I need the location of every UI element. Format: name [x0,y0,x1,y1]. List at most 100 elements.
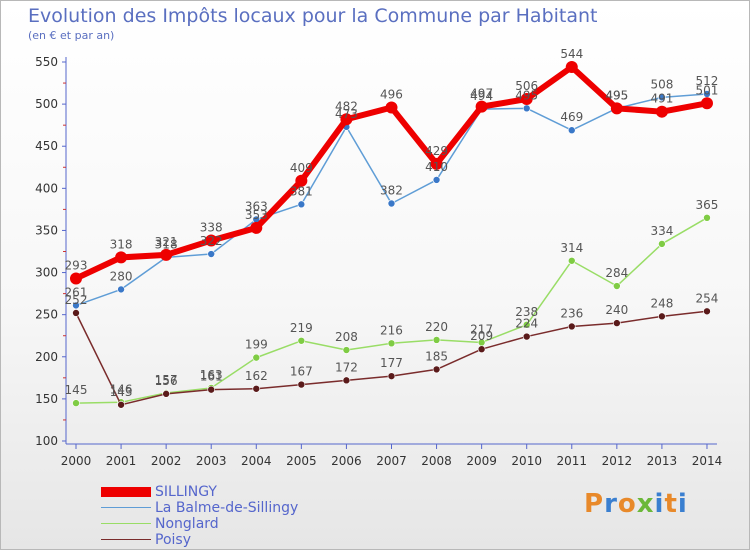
point-sillingy-2012 [610,102,623,115]
data-label-poisy-2000: 252 [65,293,88,307]
data-label-sillingy-2009: 497 [470,87,493,101]
legend-label-poisy: Poisy [155,532,191,548]
data-label-sillingy-2007: 496 [380,87,403,101]
data-label-la-balme-de-sillingy-2008: 410 [425,160,448,174]
y-tick-label-400: 400 [35,181,58,195]
data-label-sillingy-2000: 293 [65,258,88,272]
x-tick-label-2008: 2008 [421,454,452,468]
data-label-nonglard-2006: 208 [335,330,358,344]
data-label-la-balme-de-sillingy-2009: 494 [470,89,493,103]
data-label-la-balme-de-sillingy-2003: 322 [200,234,223,248]
data-label-la-balme-de-sillingy-2005: 381 [290,184,313,198]
data-label-nonglard-2008: 220 [425,320,448,334]
point-poisy-2008 [432,365,441,374]
point-poisy-2005 [297,380,306,389]
data-label-poisy-2006: 172 [335,360,358,374]
point-nonglard-2005 [297,336,306,345]
data-label-la-balme-de-sillingy-2006: 473 [335,107,358,121]
point-sillingy-2003 [205,234,218,247]
point-nonglard-2004 [252,353,261,362]
point-sillingy-2011 [565,61,578,74]
data-label-poisy-2004: 162 [245,369,268,383]
x-tick-label-2013: 2013 [647,454,678,468]
data-label-poisy-2003: 161 [200,370,223,384]
y-tick-label-500: 500 [35,97,58,111]
data-label-poisy-2008: 185 [425,349,448,363]
legend-label-sillingy: SILLINGY [155,484,217,500]
point-sillingy-2008 [430,157,443,170]
point-sillingy-2002 [160,248,173,261]
data-label-nonglard-2004: 199 [245,338,268,352]
x-tick-label-2004: 2004 [241,454,272,468]
data-label-poisy-2010: 224 [515,317,538,331]
point-sillingy-2006 [340,113,353,126]
x-tick-label-2007: 2007 [376,454,407,468]
data-label-poisy-2014: 254 [696,291,719,305]
point-nonglard-2008 [432,336,441,344]
x-tick-label-2011: 2011 [556,454,587,468]
data-label-poisy-2013: 248 [650,296,673,310]
legend-swatch-la-balme-de-sillingy [101,507,151,508]
point-sillingy-2001 [115,251,128,264]
point-la-balme-de-sillingy-2005 [297,200,306,209]
data-label-la-balme-de-sillingy-2004: 363 [245,199,268,213]
point-nonglard-2012 [613,282,621,290]
y-tick-label-300: 300 [35,266,58,280]
data-label-sillingy-2003: 338 [200,221,223,235]
point-nonglard-2013 [658,240,666,248]
point-la-balme-de-sillingy-2010 [522,104,531,113]
data-label-la-balme-de-sillingy-2011: 469 [560,110,583,124]
x-tick-label-2010: 2010 [511,454,542,468]
data-label-nonglard-2011: 314 [560,241,583,255]
point-poisy-2007 [387,372,396,380]
logo-letter: P [584,489,605,519]
point-poisy-2014 [703,307,711,316]
y-tick-label-150: 150 [35,392,58,406]
point-poisy-2004 [252,384,261,393]
logo-letter: i [677,489,688,519]
point-nonglard-2007 [387,339,396,348]
point-la-balme-de-sillingy-2013 [658,93,666,102]
data-label-poisy-2001: 143 [110,385,133,399]
point-sillingy-2014 [700,97,713,110]
point-nonglard-2014 [703,214,711,222]
point-poisy-2011 [567,322,576,331]
y-tick-label-250: 250 [35,308,58,322]
legend-swatch-poisy [101,539,151,540]
point-la-balme-de-sillingy-2000 [72,301,80,310]
data-label-nonglard-2010: 238 [515,305,538,319]
data-label-nonglard-2000: 145 [65,383,88,397]
point-nonglard-2010 [522,320,531,329]
data-label-sillingy-2004: 353 [245,208,268,222]
data-label-poisy-2009: 209 [470,329,493,343]
data-label-la-balme-de-sillingy-2002: 318 [155,237,178,251]
point-la-balme-de-sillingy-2008 [432,176,441,184]
data-label-poisy-2005: 167 [290,365,313,379]
point-la-balme-de-sillingy-2001 [117,285,125,294]
proxiti-logo: Proxiti [584,489,688,519]
logo-letter: r [604,489,618,519]
logo-letter: i [654,489,665,519]
data-label-sillingy-2008: 429 [425,144,448,158]
point-la-balme-de-sillingy-2003 [207,250,216,258]
point-sillingy-2007 [385,101,398,114]
legend-label-la-balme-de-sillingy: La Balme-de-Sillingy [155,500,299,516]
data-label-sillingy-2010: 506 [515,79,538,93]
point-poisy-2012 [613,319,621,327]
data-label-sillingy-2006: 482 [335,99,358,113]
point-poisy-2003 [207,385,216,394]
data-label-nonglard-2003: 163 [200,368,223,382]
data-label-la-balme-de-sillingy-2014: 512 [696,74,719,88]
data-label-sillingy-2011: 544 [560,47,583,61]
point-sillingy-2004 [250,221,263,234]
legend-label-nonglard: Nonglard [155,516,219,532]
point-sillingy-2005 [295,174,308,187]
data-label-sillingy-2002: 321 [155,235,178,249]
data-label-nonglard-2009: 217 [470,322,493,336]
data-label-poisy-2012: 240 [605,303,628,317]
data-label-la-balme-de-sillingy-2012: 495 [605,88,628,102]
y-tick-label-550: 550 [35,55,58,69]
x-tick-label-2006: 2006 [331,454,362,468]
